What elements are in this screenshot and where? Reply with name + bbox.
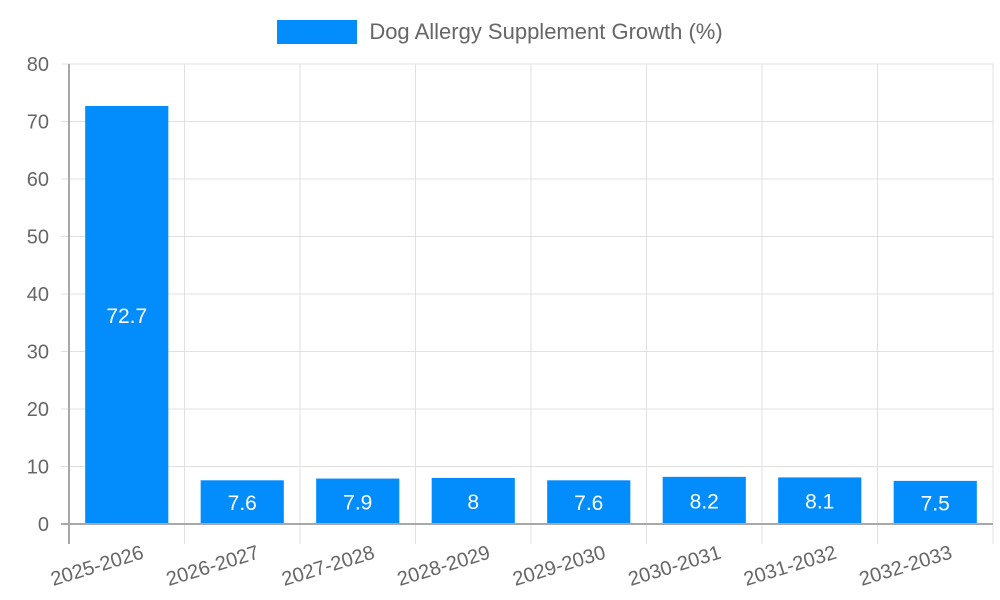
bar-value-label: 72.7	[106, 305, 147, 328]
grid-lines	[61, 63, 994, 544]
x-tick-label: 2027-2028	[279, 542, 377, 591]
y-tick-label: 70	[27, 112, 49, 134]
bar-value-label: 7.6	[228, 492, 257, 515]
y-tick-label: 40	[27, 284, 49, 306]
bar[interactable]	[662, 476, 746, 524]
y-tick-label: 50	[27, 227, 49, 249]
x-tick-label: 2026-2027	[164, 542, 262, 591]
x-tick-label: 2029-2030	[510, 542, 608, 591]
y-tick-label: 20	[27, 399, 49, 421]
bar[interactable]	[200, 480, 284, 524]
y-tick-label: 80	[27, 54, 49, 76]
bar-value-label: 8	[467, 491, 479, 514]
bar-value-label: 8.2	[690, 490, 719, 513]
bar[interactable]	[431, 478, 515, 524]
y-tick-label: 10	[27, 457, 49, 479]
bar[interactable]	[893, 480, 977, 524]
bar-value-label: 7.6	[574, 492, 603, 515]
y-tick-label: 30	[27, 342, 49, 364]
x-tick-label: 2025-2026	[48, 542, 146, 591]
bar-value-label: 7.5	[921, 492, 950, 515]
legend-swatch	[277, 20, 358, 44]
bar[interactable]	[547, 480, 631, 524]
x-tick-label: 2032-2033	[857, 542, 955, 591]
bar[interactable]	[85, 105, 169, 524]
y-tick-label: 60	[27, 169, 49, 191]
x-tick-label: 2030-2031	[626, 542, 724, 591]
legend-label: Dog Allergy Supplement Growth (%)	[369, 19, 723, 44]
x-tick-label: 2031-2032	[741, 542, 839, 591]
bar[interactable]	[778, 477, 862, 524]
bar-value-label: 8.1	[805, 491, 834, 514]
chart-legend[interactable]: Dog Allergy Supplement Growth (%)	[0, 19, 1000, 45]
x-tick-label: 2028-2029	[395, 542, 493, 591]
y-tick-label: 0	[38, 514, 49, 536]
bar[interactable]	[316, 478, 400, 524]
bar-value-label: 7.9	[343, 491, 372, 514]
bars: 72.7 7.6 7.9 8 7.6 8.2 8.1 7.5	[85, 105, 977, 524]
